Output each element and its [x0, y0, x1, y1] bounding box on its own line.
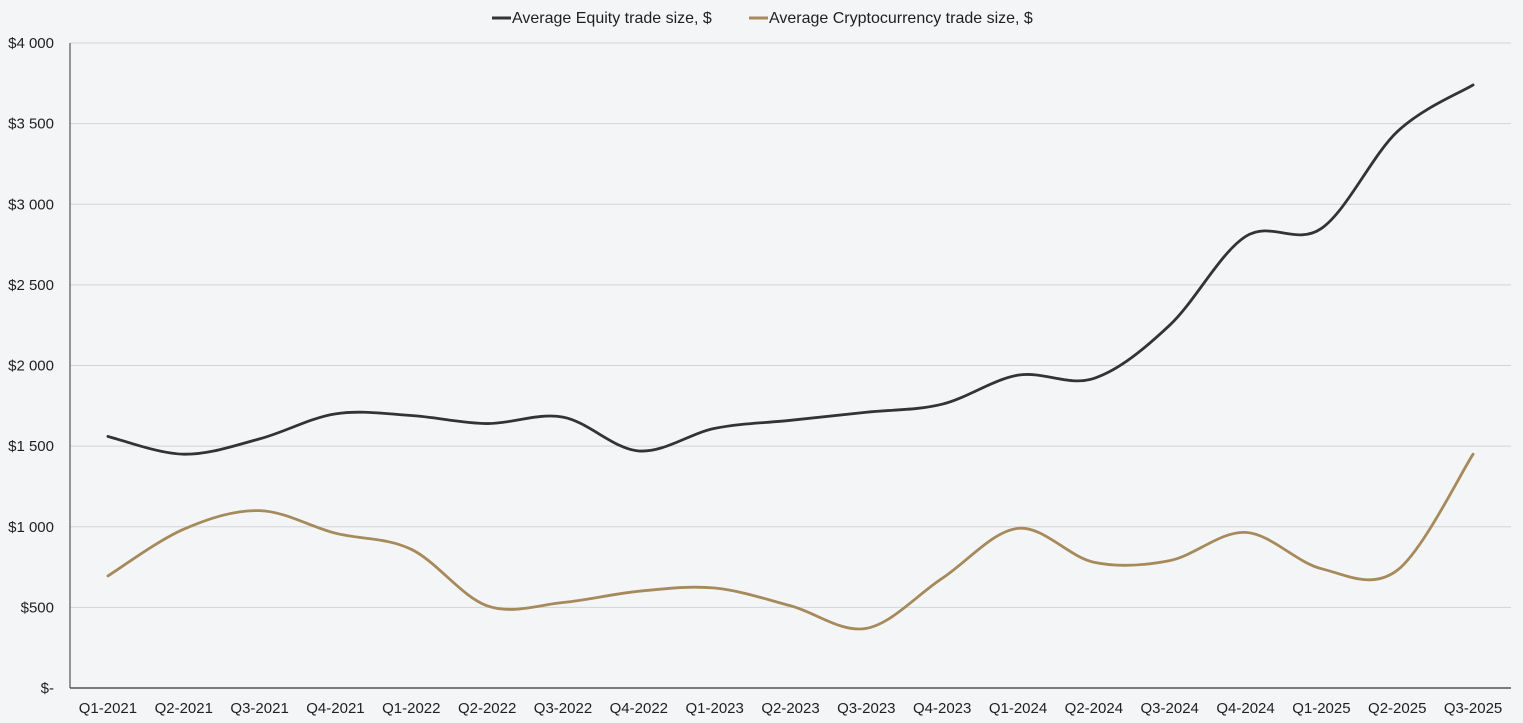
legend: Average Equity trade size, $ Average Cryp… [492, 10, 1033, 27]
x-tick-label: Q1-2024 [989, 700, 1047, 717]
x-tick-label: Q4-2024 [1216, 700, 1274, 717]
legend-item-equity: Average Equity trade size, $ [492, 10, 712, 27]
y-tick-label: $1 500 [8, 438, 54, 455]
x-tick-label: Q1-2025 [1292, 700, 1350, 717]
x-tick-label: Q1-2023 [685, 700, 743, 717]
series-line-equity [106, 83, 1475, 456]
y-tick-label: $3 500 [8, 116, 54, 133]
x-tick-label: Q1-2022 [382, 700, 440, 717]
y-tick-label: $- [41, 680, 54, 697]
legend-label: Average Cryptocurrency trade size, $ [769, 10, 1033, 27]
y-tick-label: $4 000 [8, 35, 54, 52]
x-tick-label: Q3-2021 [230, 700, 288, 717]
y-axis-ticks: $- $500 $1 000 $1 500 $2 000 $2 500 $3 000 $3 5… [8, 35, 54, 697]
x-tick-label: Q2-2025 [1368, 700, 1426, 717]
grid-lines [70, 42, 1511, 608]
x-tick-label: Q2-2024 [1065, 700, 1123, 717]
y-tick-label: $2 500 [8, 277, 54, 294]
y-tick-label: $500 [21, 599, 54, 616]
x-tick-label: Q4-2021 [306, 700, 364, 717]
x-tick-label: Q3-2025 [1444, 700, 1502, 717]
series-line-cryptocurrency [106, 452, 1475, 631]
x-tick-label: Q2-2023 [761, 700, 819, 717]
series-lines [106, 83, 1475, 631]
y-tick-label: $1 000 [8, 519, 54, 536]
x-tick-label: Q2-2022 [458, 700, 516, 717]
x-tick-label: Q3-2023 [837, 700, 895, 717]
x-tick-label: Q1-2021 [79, 700, 137, 717]
legend-item-cryptocurrency: Average Cryptocurrency trade size, $ [749, 10, 1033, 27]
x-axis-ticks: Q1-2021 Q2-2021 Q3-2021 Q4-2021 Q1-2022 Q2-20… [79, 700, 1503, 717]
legend-label: Average Equity trade size, $ [512, 10, 712, 27]
x-tick-label: Q2-2021 [155, 700, 213, 717]
x-tick-label: Q4-2022 [610, 700, 668, 717]
x-tick-label: Q3-2024 [1141, 700, 1199, 717]
x-tick-label: Q3-2022 [534, 700, 592, 717]
x-tick-label: Q4-2023 [913, 700, 971, 717]
y-tick-label: $3 000 [8, 196, 54, 213]
y-tick-label: $2 000 [8, 358, 54, 375]
axes [69, 43, 1511, 689]
